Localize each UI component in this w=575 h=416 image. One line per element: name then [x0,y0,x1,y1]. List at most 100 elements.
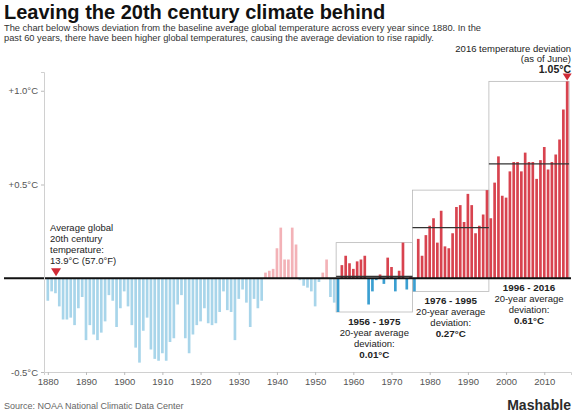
period-text: 20-year average [494,293,563,304]
bar [130,278,133,325]
bar [272,269,275,278]
x-axis-line [45,373,572,376]
x-tick: 1970 [381,372,402,387]
title: Leaving the 20th century climate behind [4,1,385,23]
baseline-label: temperature: [50,244,104,255]
bar [92,278,95,334]
bar [554,155,557,279]
bar [428,226,431,279]
bar [207,278,210,323]
bar [547,170,550,279]
bar [180,278,183,295]
period-average-line [413,227,489,228]
bar [88,278,91,325]
bar [142,278,145,331]
period-label: 1956 - 1975 [348,316,401,327]
bar [539,160,542,278]
bar [226,278,229,310]
bar [54,278,57,293]
bar [138,278,141,362]
x-tick-label: 1950 [305,376,326,387]
bar [356,261,359,278]
bar [566,81,569,278]
x-tick-mark [506,372,507,375]
bar [543,147,546,278]
baseline-label: 13.9°C (57.0°F) [50,255,116,266]
x-tick-label: 2010 [534,376,555,387]
bar [146,278,149,317]
bar [199,278,202,321]
bar [230,278,233,312]
period-average-label: 0.61°C [514,315,544,326]
bar [188,278,191,353]
period-box [489,81,569,278]
x-tick-mark [86,372,87,375]
x-tick-mark [544,372,545,375]
bar [134,278,137,347]
y-tick-mark [41,185,44,186]
bar [501,196,504,279]
bar [257,278,260,308]
y-tick-mark [41,372,44,373]
bar [367,278,370,304]
x-tick-mark [124,372,125,375]
bar [455,207,458,278]
bar [169,278,172,342]
bar [478,226,481,279]
y-axis-line [41,73,45,373]
bar [474,233,477,278]
x-tick: 1920 [191,372,212,387]
bar [344,256,347,279]
bar [360,260,363,279]
period-box [413,190,489,291]
x-tick: 1890 [76,372,97,387]
bar [405,278,408,289]
bar [535,179,538,278]
chart: Leaving the 20th century climate behindT… [0,0,575,416]
bar [241,278,244,289]
bar [329,278,332,297]
bar [463,222,466,278]
x-tick: 1900 [114,372,135,387]
bar [287,260,290,279]
x-tick-mark [48,372,49,375]
x-tick-label: 1920 [191,376,212,387]
x-tick-mark [430,372,431,375]
bar [237,278,240,299]
baseline [4,277,571,279]
bar [440,211,443,279]
y-tick: +1.0°C [9,85,44,96]
period-text: 20-year average [416,306,485,317]
bar [451,233,454,278]
period-averages [336,164,569,277]
bar [218,278,221,312]
bar [165,278,168,361]
x-tick: 1960 [343,372,364,387]
bar [203,278,206,308]
latest-value-label: 1.05°C [539,63,572,75]
bar [46,278,49,301]
x-tick-mark [353,372,354,375]
bar [482,215,485,279]
bar [486,190,489,278]
credit: Mashable [507,397,571,413]
bar [291,228,294,279]
y-tick-mark [41,91,44,92]
x-tick: 1910 [152,372,173,387]
bar [58,278,61,306]
x-tick-label: 1990 [458,376,479,387]
period-text: deviation: [509,304,550,315]
bar [421,256,424,279]
x-tick-mark [392,372,393,375]
bar [173,278,176,338]
bar [516,162,519,278]
bar [234,278,237,340]
bar [150,278,153,349]
bar [394,278,397,291]
bar [310,278,313,291]
x-tick-label: 1880 [38,376,59,387]
period-text: deviation: [354,338,395,349]
bar [402,243,405,279]
bar [100,278,103,332]
bar [436,243,439,279]
